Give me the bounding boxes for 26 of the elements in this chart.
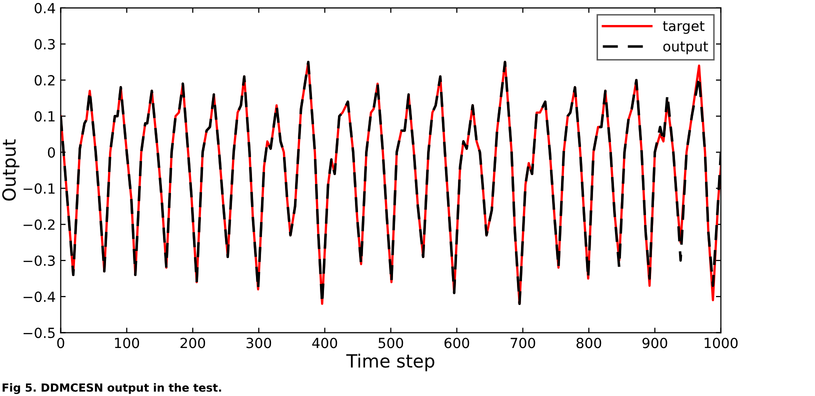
x-tick-label: 0 <box>57 338 64 348</box>
x-tick-label: 800 <box>576 338 602 348</box>
y-tick-label: 0.2 <box>34 75 54 86</box>
x-axis-title: Time step <box>346 354 434 372</box>
legend-label: target <box>662 21 704 34</box>
y-tick-label: −0.5 <box>24 328 55 338</box>
y-tick-label: −0.2 <box>24 219 54 230</box>
x-tick-label: 700 <box>510 338 536 348</box>
x-tick-label: 1000 <box>704 338 738 348</box>
y-axis-title: Output <box>2 139 20 201</box>
y-tick-label: −0.3 <box>24 255 55 266</box>
y-tick-label: 0.4 <box>34 2 56 14</box>
x-tick-label: 200 <box>180 338 206 348</box>
x-tick-label: 100 <box>115 338 140 348</box>
legend-label: output <box>663 42 708 54</box>
y-tick-label: −0.4 <box>24 292 56 302</box>
x-tick-label: 400 <box>312 338 338 348</box>
x-tick-label: 600 <box>444 338 470 348</box>
x-tick-label: 300 <box>246 338 272 348</box>
caption: Fig 5. DDMCESN output in the test. <box>2 383 222 394</box>
y-tick-label: 0.1 <box>34 111 55 122</box>
y-tick-label: −0.1 <box>24 183 55 194</box>
y-tick-label: 0 <box>48 147 55 158</box>
x-tick-label: 500 <box>378 338 404 348</box>
y-tick-label: 0.3 <box>34 38 55 50</box>
x-tick-label: 900 <box>642 338 668 348</box>
